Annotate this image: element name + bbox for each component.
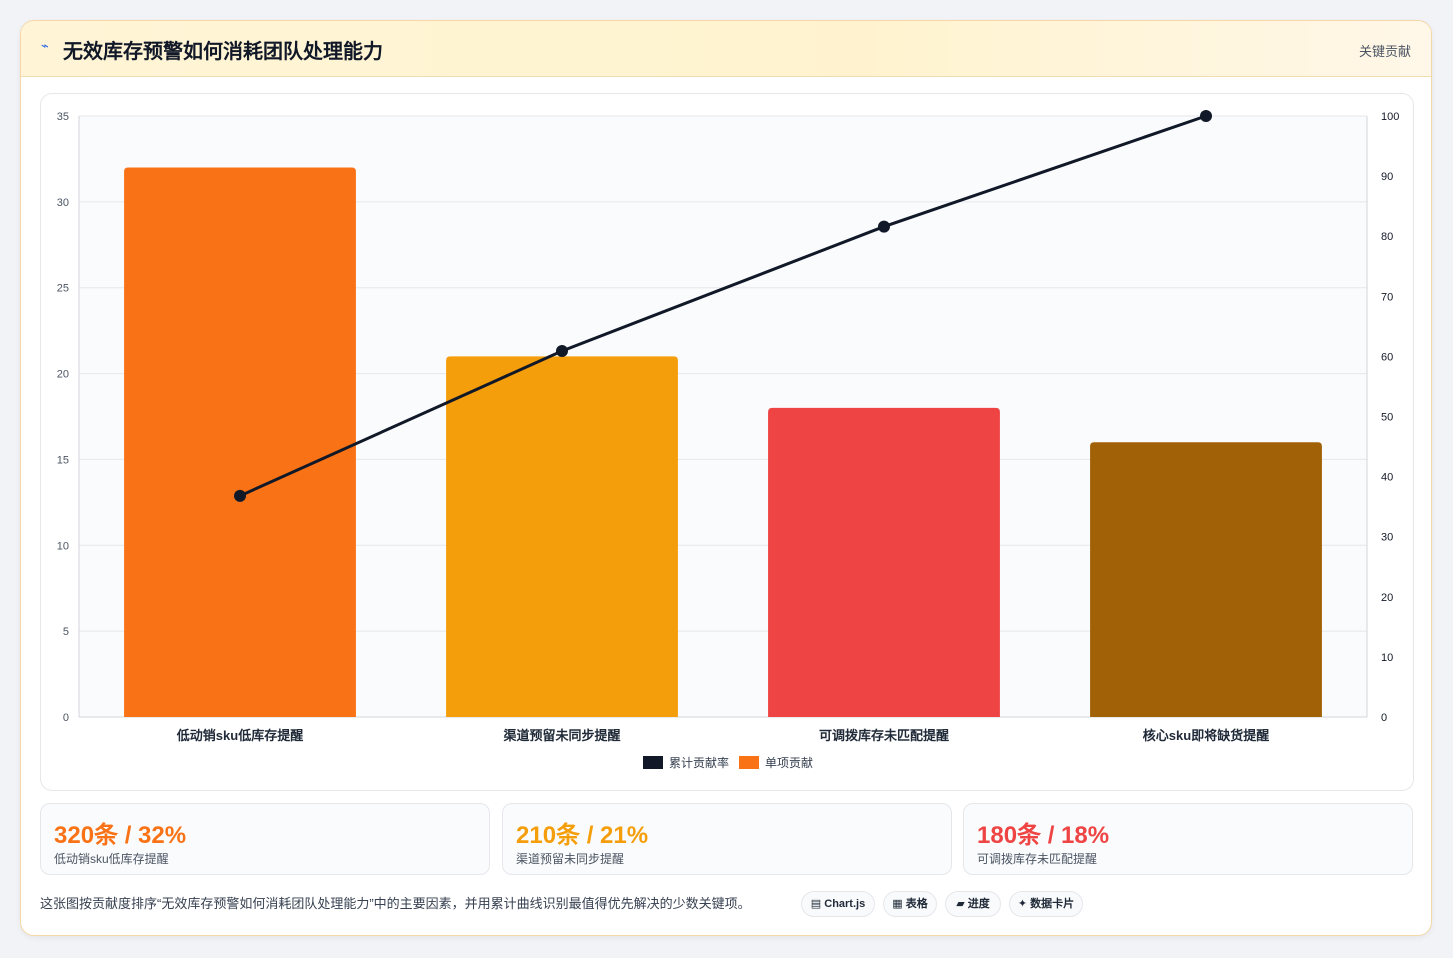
cumulative-point bbox=[878, 220, 890, 233]
stat-label: 低动销sku低库存提醒 bbox=[54, 852, 169, 866]
y-right-tick-label: 70 bbox=[1381, 291, 1393, 303]
chart-card: ⌁ 无效库存预警如何消耗团队处理能力 关键贡献 0 5 10 15 20 25 30 35 0 1… bbox=[20, 20, 1432, 936]
table-icon: ▦ bbox=[892, 898, 903, 910]
cumulative-line bbox=[239, 114, 1207, 498]
y-left-tick-label: 5 bbox=[63, 626, 69, 638]
chart-icon: ▤ bbox=[810, 898, 822, 910]
stat-card-2: 210条 / 21% 渠道预留未同步提醒 bbox=[502, 803, 952, 875]
page-title: 无效库存预警如何消耗团队处理能力 bbox=[63, 41, 383, 63]
legend-swatch bbox=[739, 756, 759, 769]
x-tick-label: 低动销sku低库存提醒 bbox=[176, 728, 303, 743]
x-tick-label: 核心sku即将缺货提醒 bbox=[1143, 728, 1269, 743]
stat-card-1: 320条 / 32% 低动销sku低库存提醒 bbox=[40, 803, 490, 875]
y-left-tick-label: 35 bbox=[57, 111, 69, 123]
pareto-chart: 0 5 10 15 20 25 30 35 0 10 20 30 40 50 60 70 80 90 100 低动销s… bbox=[57, 110, 1399, 770]
tag-table[interactable]: ▦ 表格 bbox=[883, 891, 937, 917]
stat-value: 320条 / 32% bbox=[54, 822, 187, 849]
y-right-tick-label: 90 bbox=[1381, 171, 1393, 183]
y-right-tick-label: 50 bbox=[1381, 412, 1393, 424]
bar bbox=[446, 356, 678, 717]
tag-progress[interactable]: ▰ 进度 bbox=[945, 891, 1001, 917]
legend-swatch bbox=[643, 756, 663, 769]
cumulative-point bbox=[1200, 110, 1212, 122]
tag-data-card[interactable]: ✦ 数据卡片 bbox=[1009, 891, 1083, 917]
stat-label: 可调拨库存未匹配提醒 bbox=[977, 852, 1098, 866]
y-left-tick-label: 30 bbox=[57, 197, 69, 209]
y-right-tick-label: 20 bbox=[1381, 592, 1393, 604]
bar bbox=[124, 167, 356, 717]
stat-card-3: 180条 / 18% 可调拨库存未匹配提醒 bbox=[963, 803, 1413, 875]
tag-label: 数据卡片 bbox=[1030, 898, 1075, 910]
y-right-tick-label: 10 bbox=[1381, 652, 1393, 664]
y-left-tick-label: 25 bbox=[57, 283, 69, 295]
y-left-tick-label: 20 bbox=[57, 369, 69, 381]
chart-panel: 0 5 10 15 20 25 30 35 0 10 20 30 40 50 60 70 80 90 100 低动销s… bbox=[40, 93, 1414, 791]
y-left-tick-label: 10 bbox=[57, 540, 69, 552]
tag-chartjs[interactable]: ▤ Chart.js bbox=[801, 891, 875, 917]
legend-label: 累计贡献率 bbox=[669, 755, 729, 770]
bar bbox=[768, 407, 1000, 717]
bar bbox=[1090, 442, 1322, 717]
stat-value: 180条 / 18% bbox=[977, 822, 1110, 849]
legend-label: 单项贡献 bbox=[765, 755, 813, 770]
y-left-tick-label: 15 bbox=[57, 454, 69, 466]
y-right-tick-label: 60 bbox=[1381, 351, 1393, 363]
stat-label: 渠道预留未同步提醒 bbox=[516, 852, 625, 866]
cumulative-point bbox=[556, 344, 568, 357]
tag-label: 进度 bbox=[967, 898, 990, 910]
stat-value: 210条 / 21% bbox=[516, 822, 649, 849]
y-right-tick-label: 40 bbox=[1381, 472, 1393, 484]
trend-line-icon: ⌁ bbox=[41, 38, 49, 53]
tag-label: Chart.js bbox=[824, 898, 866, 910]
y-right-tick-label: 100 bbox=[1381, 111, 1399, 123]
tag-label: 表格 bbox=[905, 898, 928, 910]
y-left-tick-label: 0 bbox=[63, 712, 69, 724]
sparkle-icon: ✦ bbox=[1017, 898, 1028, 910]
progress-icon: ▰ bbox=[956, 898, 965, 910]
key-contribution-label: 关键贡献 bbox=[1358, 44, 1411, 59]
y-right-tick-label: 30 bbox=[1381, 532, 1393, 544]
y-right-tick-label: 80 bbox=[1381, 231, 1393, 243]
x-tick-label: 可调拨库存未匹配提醒 bbox=[819, 728, 949, 743]
cumulative-point bbox=[234, 489, 246, 502]
x-tick-label: 渠道预留未同步提醒 bbox=[502, 728, 620, 743]
card-header: ⌁ 无效库存预警如何消耗团队处理能力 关键贡献 bbox=[21, 21, 1431, 77]
footer-note: 这张图按贡献度排序“无效库存预警如何消耗团队处理能力”中的主要因素，并用累计曲线… bbox=[40, 896, 751, 911]
y-right-tick-label: 0 bbox=[1381, 712, 1387, 724]
